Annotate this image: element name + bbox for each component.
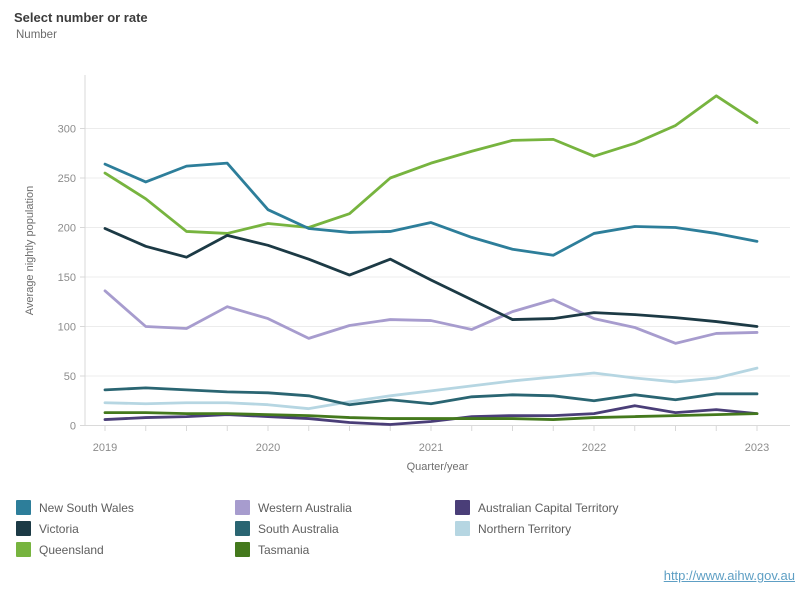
y-tick-label: 100: [58, 322, 76, 334]
legend-item-australian-capital-territory[interactable]: Australian Capital Territory: [455, 497, 619, 518]
x-tick-label: 2023: [745, 442, 769, 454]
legend-label: Northern Territory: [478, 521, 572, 536]
y-tick-label: 300: [58, 124, 76, 136]
legend-swatch-icon: [16, 521, 31, 536]
series-line-victoria[interactable]: [103, 227, 759, 328]
series-line-australian-capital-territory[interactable]: [103, 404, 759, 426]
legend-swatch-icon: [455, 521, 470, 536]
y-tick-label: 200: [58, 223, 76, 235]
legend-label: Queensland: [39, 542, 104, 557]
aihw-link[interactable]: http://www.aihw.gov.au: [663, 568, 795, 583]
x-tick-label: 2020: [256, 442, 280, 454]
legend-label: Western Australia: [258, 500, 352, 515]
series-line-south-australia[interactable]: [103, 386, 759, 407]
legend-item-queensland[interactable]: Queensland: [16, 539, 235, 560]
series-line-queensland[interactable]: [103, 94, 759, 235]
x-tick-label: 2019: [93, 442, 117, 454]
legend-swatch-icon: [16, 500, 31, 515]
series-line-tasmania[interactable]: [103, 411, 759, 421]
legend-swatch-icon: [235, 500, 250, 515]
y-tick-label: 50: [64, 371, 76, 383]
legend-column: Western Australia South Australia Tasmania: [235, 497, 455, 560]
x-tick-label: 2022: [582, 442, 606, 454]
chart-legend: New South Wales Victoria Queensland Western…: [16, 497, 619, 560]
legend-swatch-icon: [455, 500, 470, 515]
legend-label: Victoria: [39, 521, 79, 536]
legend-swatch-icon: [16, 542, 31, 557]
series-line-northern-territory[interactable]: [103, 366, 759, 411]
control-label: Select number or rate: [14, 10, 148, 25]
legend-label: Australian Capital Territory: [478, 500, 619, 515]
y-tick-label: 250: [58, 173, 76, 185]
legend-item-new-south-wales[interactable]: New South Wales: [16, 497, 235, 518]
legend-column: New South Wales Victoria Queensland: [16, 497, 235, 560]
control-selected-value[interactable]: Number: [16, 29, 57, 41]
legend-swatch-icon: [235, 521, 250, 536]
legend-item-tasmania[interactable]: Tasmania: [235, 539, 455, 560]
legend-item-northern-territory[interactable]: Northern Territory: [455, 518, 619, 539]
legend-label: South Australia: [258, 521, 339, 536]
legend-label: Tasmania: [258, 542, 310, 557]
y-axis-title: Average nightly population: [24, 186, 36, 315]
series-line-new-south-wales[interactable]: [103, 161, 759, 257]
series-line-western-australia[interactable]: [103, 289, 759, 345]
x-axis-title: Quarter/year: [407, 461, 469, 473]
y-tick-label: 150: [58, 272, 76, 284]
legend-item-victoria[interactable]: Victoria: [16, 518, 235, 539]
legend-label: New South Wales: [39, 500, 134, 515]
legend-item-south-australia[interactable]: South Australia: [235, 518, 455, 539]
number-rate-control: Select number or rate Number: [14, 8, 148, 44]
y-tick-label: 0: [70, 421, 76, 433]
legend-column: Australian Capital Territory Northern Ter…: [455, 497, 619, 560]
legend-item-western-australia[interactable]: Western Australia: [235, 497, 455, 518]
x-tick-label: 2021: [419, 442, 443, 454]
line-chart: 0 50 100 150 200 250 300 2019 2020 2021 2022 2023 Qu…: [24, 75, 790, 473]
legend-swatch-icon: [235, 542, 250, 557]
